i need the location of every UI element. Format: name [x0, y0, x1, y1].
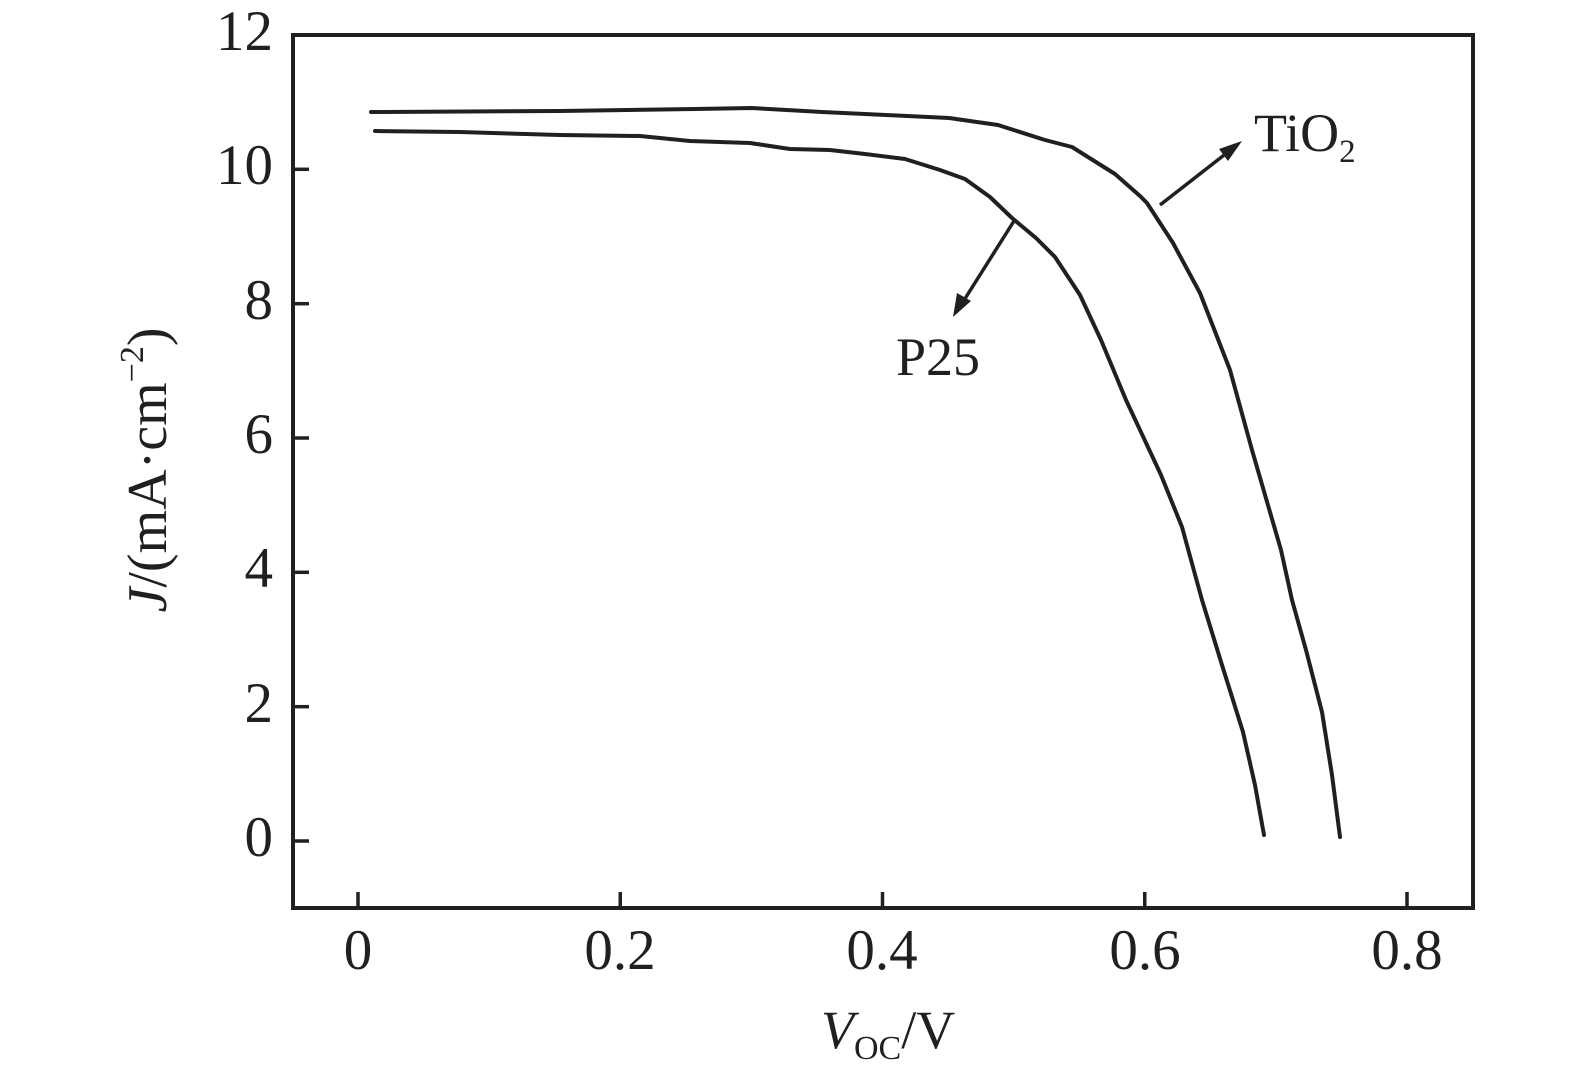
- svg-text:J/(mA·cm−2): J/(mA·cm−2): [114, 328, 179, 613]
- svg-text:2: 2: [245, 672, 274, 735]
- svg-text:12: 12: [216, 0, 273, 63]
- svg-text:0.8: 0.8: [1371, 919, 1442, 982]
- svg-text:4: 4: [245, 537, 274, 600]
- svg-text:0.2: 0.2: [584, 919, 655, 982]
- svg-text:0.6: 0.6: [1109, 919, 1180, 982]
- svg-text:8: 8: [245, 269, 274, 332]
- svg-text:0: 0: [245, 806, 274, 869]
- svg-text:0: 0: [344, 919, 373, 982]
- svg-text:0.4: 0.4: [846, 919, 917, 982]
- svg-text:10: 10: [216, 134, 273, 197]
- svg-text:TiO2: TiO2: [1254, 103, 1356, 170]
- svg-text:6: 6: [245, 403, 274, 466]
- svg-text:P25: P25: [896, 327, 980, 387]
- svg-text:VOC/V: VOC/V: [821, 1000, 955, 1067]
